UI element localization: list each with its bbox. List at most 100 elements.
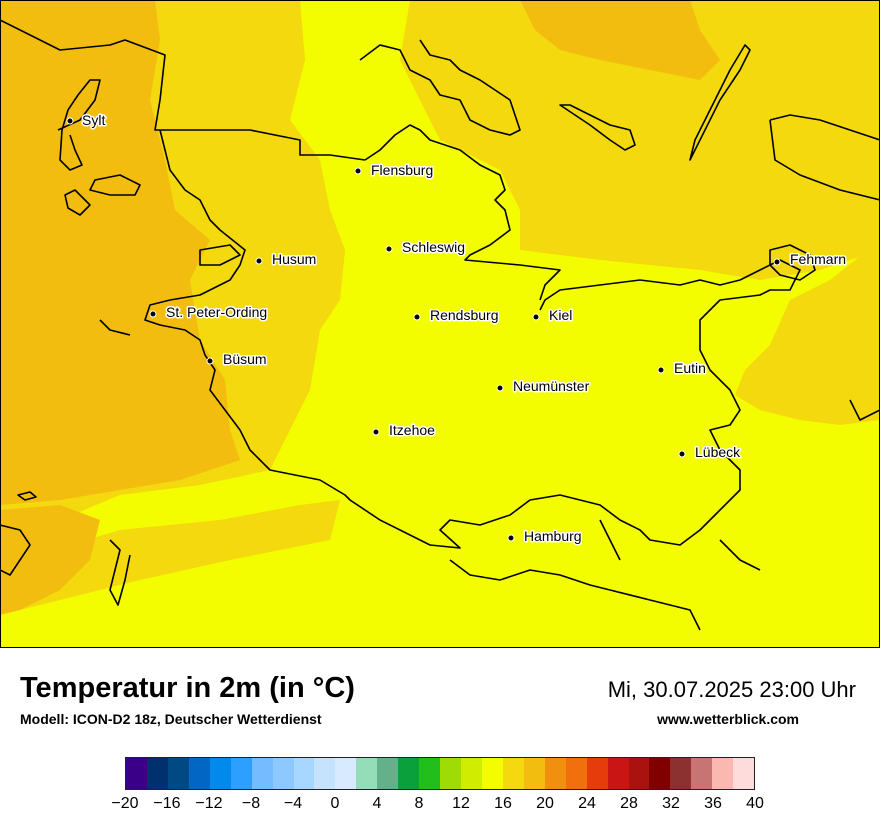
legend-tick-label: −20 (111, 795, 139, 812)
legend-tick-label: 24 (578, 795, 596, 812)
legend-tick-label: 0 (330, 795, 340, 812)
city-marker (507, 534, 515, 542)
city-label: Fehmarn (790, 251, 846, 267)
city-hamburg: Hamburg (507, 527, 583, 546)
legend-swatch (544, 758, 566, 789)
website-link[interactable]: www.wetterblick.com (657, 711, 799, 727)
city-label: Büsum (223, 351, 267, 367)
city-st-peter-ording: St. Peter-Ording (149, 303, 269, 322)
forecast-datetime: Mi, 30.07.2025 23:00 Uhr (607, 677, 856, 702)
city-marker (149, 310, 157, 318)
legend-swatch (146, 758, 168, 789)
city-itzehoe: Itzehoe (372, 421, 437, 440)
city-fehmarn: Fehmarn (773, 250, 848, 269)
city-label: Hamburg (524, 528, 582, 544)
city-label: Itzehoe (389, 422, 435, 438)
legend-swatch (691, 758, 713, 789)
legend-swatch (293, 758, 315, 789)
city-husum: Husum (255, 250, 318, 269)
temperature-zone-warm-west-elbe (0, 505, 100, 615)
legend-tick-label: −4 (283, 795, 303, 812)
legend-swatch (167, 758, 189, 789)
city-marker (372, 428, 380, 436)
city-label: Eutin (674, 360, 706, 376)
city-lubeck: Lübeck (678, 443, 743, 462)
legend-swatch (565, 758, 587, 789)
legend-swatch (628, 758, 650, 789)
legend-swatch (272, 758, 294, 789)
city-neumunster: Neumünster (496, 377, 591, 396)
color-legend-bar (125, 757, 755, 790)
legend-swatch (607, 758, 629, 789)
color-legend-ticks: −20 −16 −12 −8 −4 0 4 8 12 16 20 24 28 32 36 40 (0, 795, 880, 819)
legend-tick-label: 28 (620, 795, 638, 812)
legend-swatch (188, 758, 210, 789)
city-marker (773, 258, 781, 266)
coastlines (0, 19, 880, 631)
legend-tick-label: −12 (195, 795, 223, 812)
temperature-zone-mild-elbe (20, 500, 340, 610)
legend-swatch (440, 758, 461, 789)
city-label: Sylt (82, 112, 105, 128)
legend-tick-label: 20 (536, 795, 554, 812)
city-busum: Büsum (206, 350, 268, 369)
legend-swatch (356, 758, 378, 789)
legend-swatch (398, 758, 420, 789)
city-marker (206, 357, 214, 365)
legend-tick-label: −8 (241, 795, 261, 812)
city-marker (532, 313, 540, 321)
legend-swatch (523, 758, 545, 789)
legend-swatch (733, 758, 755, 789)
city-sylt: Sylt (66, 111, 107, 130)
legend-swatch (461, 758, 482, 789)
city-eutin: Eutin (657, 359, 707, 378)
legend-tick-label: 32 (662, 795, 680, 812)
legend-swatch (502, 758, 524, 789)
legend-swatch (377, 758, 399, 789)
temperature-zone-warm-north (420, 0, 720, 80)
temperature-zone-warm-coast (0, 0, 240, 505)
legend-swatch (314, 758, 336, 789)
map-title: Temperatur in 2m (in °C) (20, 672, 355, 704)
legend-swatch (649, 758, 671, 789)
legend-swatch (251, 758, 273, 789)
legend-swatch (126, 758, 147, 789)
legend-tick-label: 4 (372, 795, 382, 812)
city-label: Kiel (549, 307, 572, 323)
city-label: St. Peter-Ording (166, 304, 267, 320)
city-label: Flensburg (371, 162, 433, 178)
city-schleswig: Schleswig (385, 238, 467, 257)
legend-swatch (209, 758, 231, 789)
city-rendsburg: Rendsburg (413, 306, 500, 325)
legend-swatch (712, 758, 734, 789)
city-marker (657, 366, 665, 374)
city-marker (496, 384, 504, 392)
temperature-map: Sylt Flensburg Schleswig Husum Fehmarn S… (0, 0, 880, 648)
city-marker (385, 245, 393, 253)
temperature-zone-mild-baltic-north (400, 0, 880, 280)
temperature-zone-mild-baltic-east (735, 240, 880, 425)
legend-swatch (335, 758, 357, 789)
legend-tick-label: 16 (494, 795, 512, 812)
city-label: Neumünster (513, 378, 590, 394)
city-label: Lübeck (695, 444, 741, 460)
legend-swatch (481, 758, 503, 789)
legend-tick-label: 36 (704, 795, 722, 812)
city-marker (413, 313, 421, 321)
city-marker (354, 167, 362, 175)
legend-swatch (230, 758, 252, 789)
legend-tick-label: 40 (746, 795, 764, 812)
legend-tick-label: 12 (452, 795, 470, 812)
legend-tick-label: 8 (414, 795, 424, 812)
city-label: Rendsburg (430, 307, 499, 323)
legend-swatch (419, 758, 441, 789)
city-flensburg: Flensburg (354, 161, 435, 180)
legend-tick-label: −16 (153, 795, 181, 812)
city-label: Schleswig (402, 239, 465, 255)
city-kiel: Kiel (532, 306, 574, 325)
city-marker (66, 117, 74, 125)
city-marker (255, 257, 263, 265)
model-subtitle: Modell: ICON-D2 18z, Deutscher Wetterdie… (20, 711, 322, 727)
legend-swatch (586, 758, 608, 789)
city-marker (678, 450, 686, 458)
